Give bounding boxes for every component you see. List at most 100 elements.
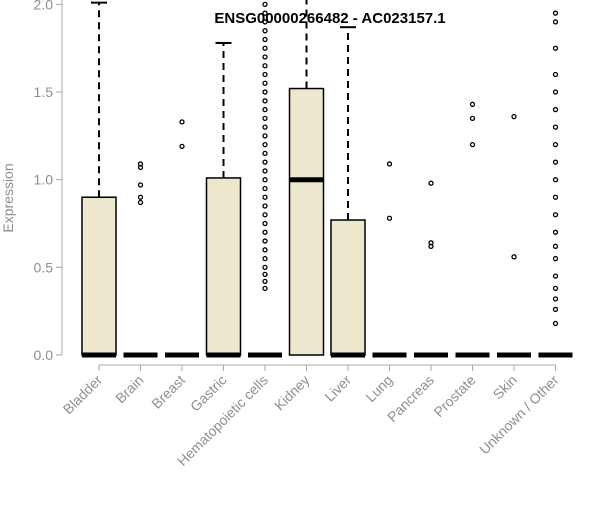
outlier-point xyxy=(262,264,268,271)
outlier-point xyxy=(262,80,268,86)
x-tick-label: Kidney xyxy=(271,372,313,414)
outlier-point xyxy=(552,71,559,78)
outlier-point xyxy=(428,180,434,186)
outlier-point xyxy=(262,212,268,218)
outlier-point xyxy=(552,306,559,313)
outlier-point xyxy=(262,63,268,69)
outlier-point xyxy=(262,159,268,165)
outlier-point xyxy=(179,143,185,150)
outlier-point xyxy=(552,243,559,249)
y-axis: 0.00.51.01.52.02.53.03.5 xyxy=(34,0,63,363)
outlier-point xyxy=(262,185,268,192)
outlier-point xyxy=(552,212,559,218)
x-tick-label: Unknown / Other xyxy=(476,372,562,458)
outlier-point xyxy=(262,28,268,34)
y-tick-label: 0.0 xyxy=(34,347,54,363)
outlier-point xyxy=(386,215,393,221)
box-iqr xyxy=(288,87,325,356)
outlier-point xyxy=(552,10,559,16)
outlier-point xyxy=(262,54,268,60)
box-group xyxy=(205,41,242,358)
outlier-point xyxy=(137,199,144,206)
x-tick-label: Brain xyxy=(112,372,146,406)
x-tick-label: Skin xyxy=(490,372,521,403)
outlier-point xyxy=(552,285,559,292)
outlier-point xyxy=(262,177,268,183)
outlier-point xyxy=(137,182,144,188)
outlier-point xyxy=(262,247,268,253)
y-tick-label: 2.0 xyxy=(34,0,54,12)
x-tick-label: Breast xyxy=(148,372,188,412)
outlier-point xyxy=(262,89,268,95)
outlier-point xyxy=(552,229,559,235)
box-group xyxy=(165,119,199,358)
outlier-point xyxy=(552,255,559,262)
box-iqr xyxy=(205,177,242,356)
outlier-point xyxy=(552,177,559,183)
box-group xyxy=(414,180,448,358)
outlier-point xyxy=(262,115,268,121)
outlier-point xyxy=(262,203,268,209)
outlier-point xyxy=(469,101,476,107)
outlier-point xyxy=(262,141,268,148)
box-group xyxy=(372,161,407,358)
outlier-point xyxy=(552,45,559,51)
x-tick-label: Bladder xyxy=(60,372,106,418)
outlier-point xyxy=(552,89,559,95)
outlier-point xyxy=(552,296,559,302)
outlier-point xyxy=(262,124,268,130)
outlier-point xyxy=(179,119,185,125)
outlier-point xyxy=(386,161,393,167)
outlier-point xyxy=(262,19,268,25)
box-group xyxy=(123,161,158,358)
y-axis-label: Expression xyxy=(0,163,16,232)
outlier-point xyxy=(262,168,268,174)
outlier-point xyxy=(262,1,268,8)
outlier-point xyxy=(262,45,268,51)
outlier-point xyxy=(469,115,476,121)
outlier-point xyxy=(262,255,268,262)
outlier-point xyxy=(262,278,268,285)
outlier-point xyxy=(552,159,559,165)
box-group xyxy=(497,113,531,358)
box-iqr xyxy=(81,196,117,356)
outlier-point xyxy=(552,194,559,200)
outlier-point xyxy=(262,36,268,43)
y-tick-label: 1.0 xyxy=(34,172,54,188)
outlier-point xyxy=(552,106,559,113)
box-iqr xyxy=(330,219,366,356)
chart-title: ENSG00000266482 - AC023157.1 xyxy=(214,10,445,27)
y-tick-label: 1.5 xyxy=(34,84,54,100)
outlier-point xyxy=(262,194,268,200)
outlier-point xyxy=(137,194,144,200)
outlier-point xyxy=(262,238,268,244)
outlier-point xyxy=(262,150,268,157)
outlier-point xyxy=(262,71,268,78)
outlier-point xyxy=(552,19,559,25)
box-group xyxy=(538,10,573,358)
outlier-point xyxy=(262,10,268,16)
outlier-point xyxy=(262,98,268,104)
x-tick-label: Liver xyxy=(321,372,354,405)
outlier-point xyxy=(552,320,559,327)
y-tick-label: 0.5 xyxy=(34,259,54,275)
box-group xyxy=(248,1,282,358)
box-group xyxy=(455,101,490,358)
outlier-point xyxy=(511,254,517,260)
outlier-point xyxy=(469,141,476,148)
box-group xyxy=(330,26,366,358)
outlier-point xyxy=(262,271,268,278)
outlier-point xyxy=(262,133,268,139)
outlier-point xyxy=(137,161,144,167)
plot-area xyxy=(81,0,573,358)
box-group xyxy=(81,1,117,358)
outlier-point xyxy=(552,141,559,148)
outlier-point xyxy=(428,240,434,246)
box-group xyxy=(288,0,325,356)
x-tick-label: Prostate xyxy=(430,372,478,420)
outlier-point xyxy=(262,285,268,292)
outlier-point xyxy=(552,273,559,279)
